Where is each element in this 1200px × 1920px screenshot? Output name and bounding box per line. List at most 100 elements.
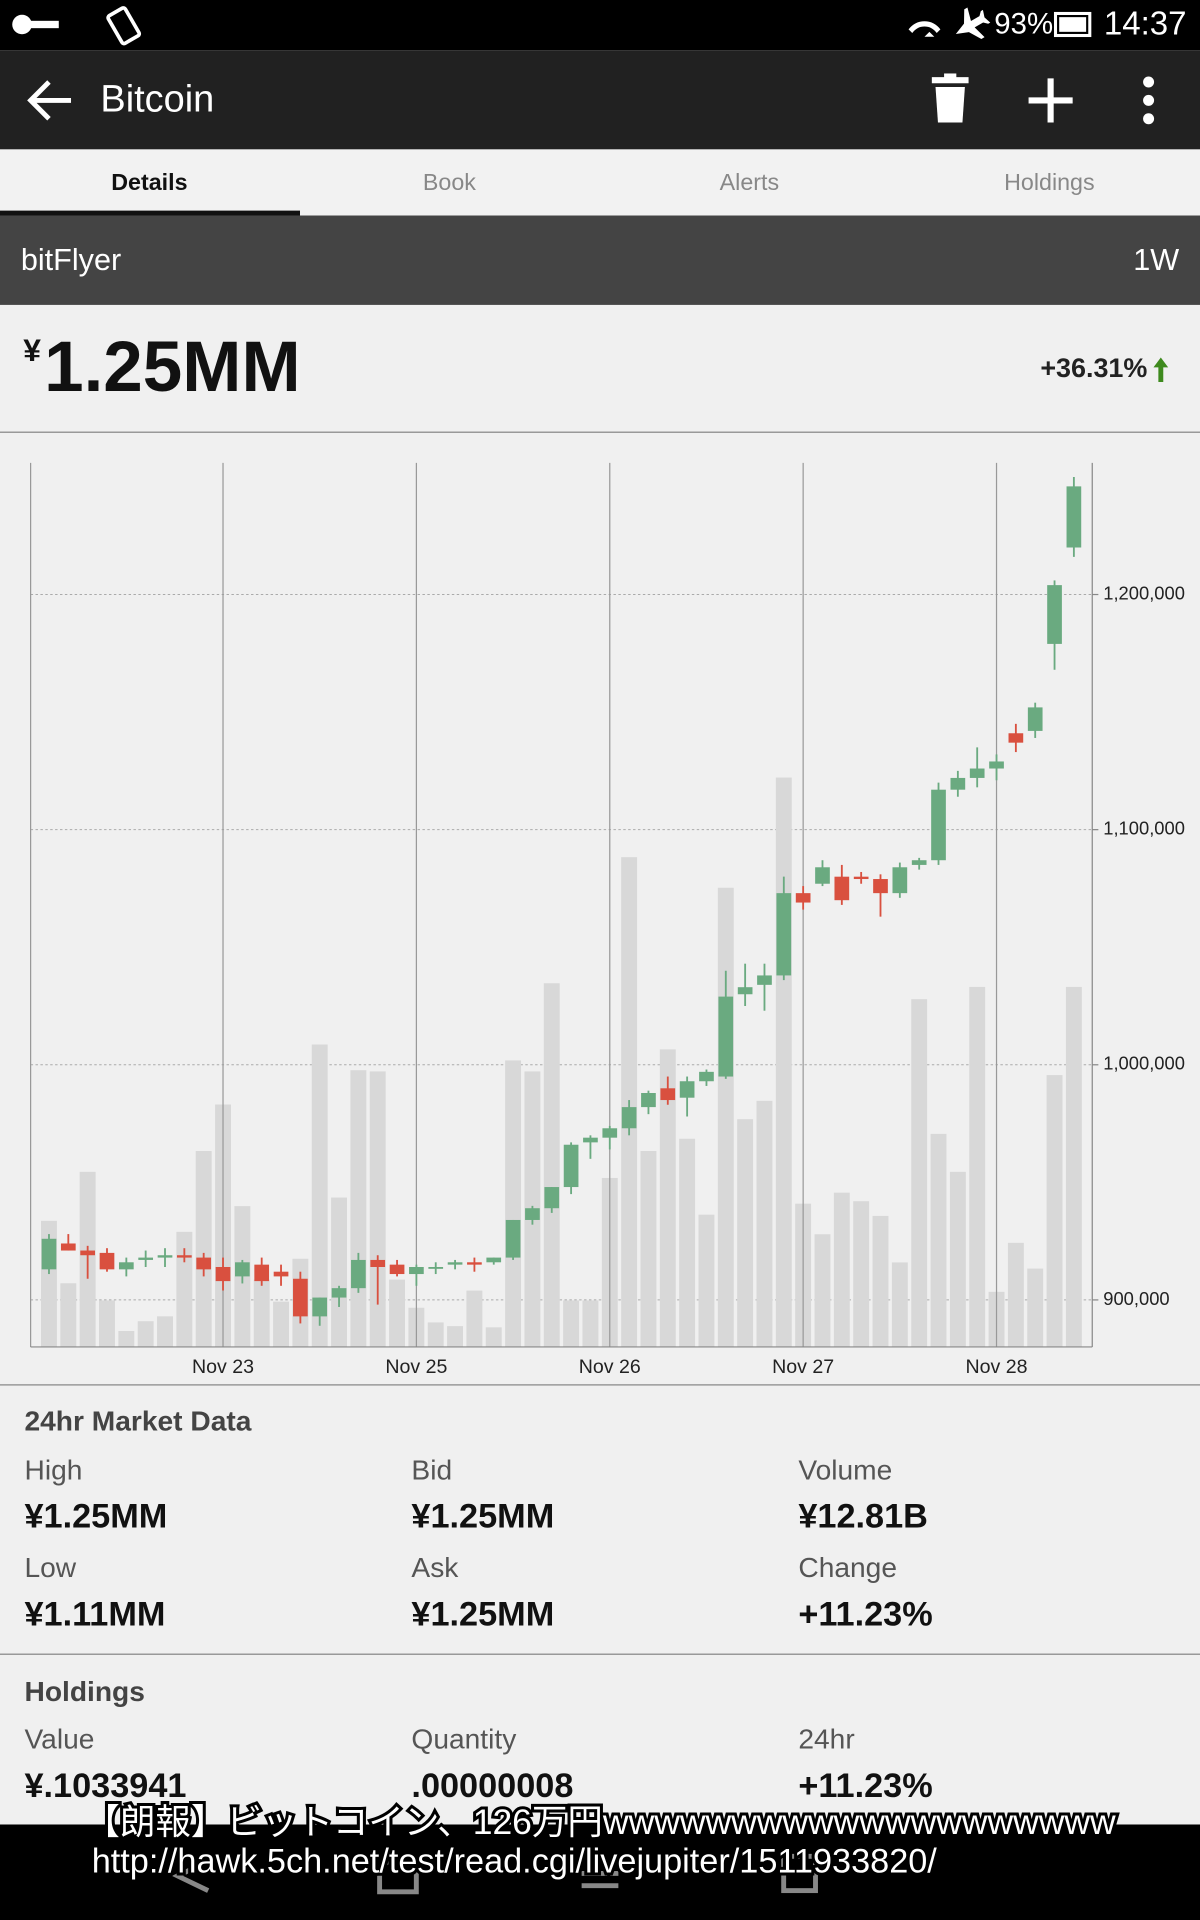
info-value: .00000008	[411, 1767, 573, 1805]
candle-body	[950, 777, 966, 790]
candle-body	[138, 1257, 154, 1260]
volume-bar	[137, 1321, 154, 1347]
tab-bar	[0, 149, 1200, 216]
x-tick-label: Nov 28	[966, 1356, 1028, 1378]
tab[interactable]: Details	[111, 169, 187, 195]
tab-indicator	[0, 210, 300, 216]
candle-body	[563, 1144, 579, 1188]
candle-body	[312, 1297, 328, 1317]
overlay-caption: 【朗報】ビットコイン、126万円wwwwwwwwwwwwwwwwwwww	[84, 1802, 1116, 1842]
y-tick-label: 1,000,000	[1103, 1053, 1185, 1074]
info-label: Change	[798, 1552, 897, 1583]
candle-body	[273, 1271, 289, 1277]
candle-body	[1066, 486, 1082, 548]
info-value: ¥1.11MM	[24, 1595, 165, 1633]
candle-body	[718, 996, 734, 1077]
volume-bar	[369, 1071, 386, 1347]
y-tick-label: 1,100,000	[1103, 818, 1185, 839]
candle-body	[41, 1238, 57, 1270]
section-title: 24hr Market Data	[24, 1405, 251, 1436]
candle-body	[1047, 585, 1062, 644]
candle-body	[892, 867, 908, 894]
candle-body	[834, 876, 850, 901]
x-tick-label: Nov 23	[192, 1356, 254, 1378]
status-bar	[0, 0, 1200, 51]
candle-body	[254, 1264, 270, 1282]
volume-bar	[679, 1138, 696, 1347]
candle-body	[370, 1259, 386, 1267]
candle-body	[486, 1257, 502, 1263]
tab[interactable]: Book	[423, 169, 476, 195]
candle-body	[60, 1243, 76, 1251]
info-value: ¥12.81B	[798, 1497, 928, 1535]
info-label: Low	[24, 1552, 76, 1583]
volume-bar	[273, 1301, 289, 1347]
candle-body	[795, 893, 811, 903]
volume-bar	[176, 1231, 193, 1347]
candle-body	[80, 1250, 96, 1256]
exchange-name[interactable]: bitFlyer	[21, 243, 121, 277]
y-tick-label: 900,000	[1103, 1288, 1169, 1309]
holdings: Value ¥.1033941 Quantity .00000008 24hr +11.2…	[24, 1724, 932, 1805]
candle-body	[931, 789, 946, 861]
candle-body	[1027, 707, 1043, 731]
tab[interactable]: Alerts	[720, 169, 779, 195]
volume-bar	[543, 983, 560, 1347]
volume-bar	[311, 1044, 328, 1347]
volume-bar	[756, 1100, 773, 1347]
candle-body	[621, 1107, 637, 1129]
back-button[interactable]	[27, 80, 72, 121]
info-value: ¥.1033941	[24, 1767, 186, 1805]
delete-button[interactable]	[931, 73, 969, 123]
candle-body	[409, 1266, 424, 1275]
volume-bar	[930, 1133, 947, 1347]
info-label: Quantity	[411, 1724, 517, 1755]
volume-bar	[775, 777, 792, 1347]
nav-buttons[interactable]	[171, 1852, 818, 1895]
candle-body	[428, 1266, 444, 1269]
tab[interactable]: Holdings	[1004, 169, 1094, 195]
info-value: +11.23%	[798, 1767, 932, 1805]
volume-bar	[563, 1300, 580, 1347]
candle-body	[331, 1288, 347, 1298]
volume-bar	[447, 1326, 464, 1347]
volume-bar	[717, 887, 734, 1347]
overflow-menu[interactable]	[1143, 76, 1155, 125]
volume-bar	[1027, 1268, 1044, 1347]
volume-bar	[698, 1214, 715, 1347]
volume-bar	[949, 1171, 966, 1347]
candle-body	[699, 1071, 714, 1082]
volume-bar	[389, 1279, 406, 1347]
candle-body	[776, 893, 792, 976]
candle-body	[235, 1262, 250, 1277]
candle-body	[467, 1262, 482, 1265]
price: 1.25MM	[44, 328, 301, 407]
volume-bar	[640, 1151, 657, 1347]
range-selector[interactable]: 1W	[1133, 243, 1179, 277]
info-label: Bid	[411, 1454, 452, 1485]
candle-body	[176, 1255, 192, 1258]
status-icons	[12, 6, 1092, 46]
add-button[interactable]	[1028, 78, 1073, 123]
candle-body	[157, 1255, 173, 1258]
candle-body	[215, 1266, 231, 1282]
x-tick-label: Nov 27	[772, 1356, 834, 1378]
volume-bar	[1065, 986, 1082, 1347]
candle-body	[1008, 733, 1024, 743]
volume-bar	[1007, 1242, 1024, 1347]
candle-body	[969, 768, 985, 778]
volume-bar	[814, 1234, 831, 1347]
candle-body	[911, 860, 927, 865]
volume-bar	[427, 1322, 444, 1347]
candle-body	[99, 1252, 115, 1270]
toolbar-title: Bitcoin	[100, 79, 214, 121]
clock: 14:37	[1104, 5, 1187, 42]
price-change: +36.31%	[1040, 353, 1147, 383]
candle-body	[853, 876, 869, 880]
currency-symbol: ¥	[23, 332, 41, 368]
candle-body	[351, 1259, 366, 1289]
volume-bar	[118, 1331, 135, 1347]
volume-bar	[505, 1060, 522, 1347]
